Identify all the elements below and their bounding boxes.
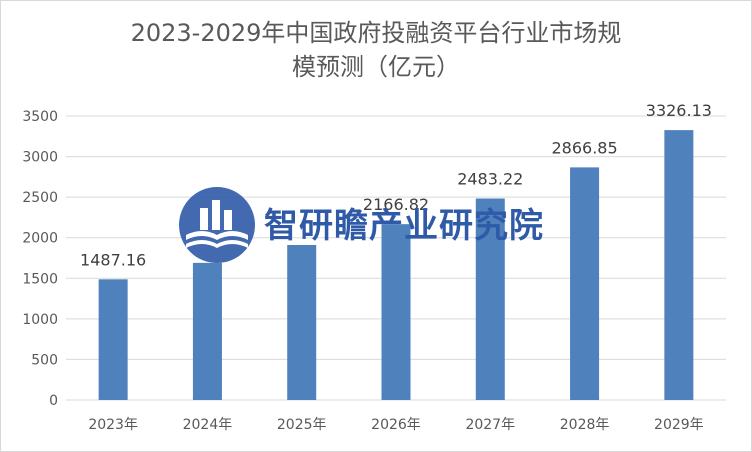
- y-tick-label: 1500: [22, 271, 58, 287]
- y-tick-label: 0: [49, 393, 58, 409]
- x-axis-ticks: 2023年 2024年 2025年 2026年 2027年 2028年 2029年: [88, 417, 703, 433]
- bar-2026年: [381, 224, 411, 400]
- y-tick-label: 1000: [22, 312, 58, 328]
- chart-title-line-1: 2023-2029年中国政府投融资平台行业市场规: [130, 19, 622, 47]
- bar-2023年: [98, 279, 128, 400]
- data-label: 2866.85: [551, 138, 617, 157]
- bar-2028年: [570, 167, 600, 400]
- y-tick-label: 3500: [22, 109, 58, 125]
- y-axis-ticks: 0 500 1000 1500 2000 2500 3000 3500: [22, 109, 58, 409]
- y-tick-label: 3000: [22, 150, 58, 166]
- x-tick-label: 2029年: [654, 417, 704, 433]
- bar-2027年: [475, 198, 505, 400]
- data-label: 1487.16: [80, 250, 146, 269]
- data-label: 2166.82: [363, 195, 429, 214]
- data-label: 3326.13: [646, 101, 712, 120]
- bar-2025年: [287, 245, 317, 400]
- bar-2029年: [664, 130, 694, 400]
- x-tick-label: 2028年: [560, 417, 610, 433]
- data-labels: 1487.16 2166.82 2483.22 2866.85 3326.13: [80, 101, 712, 269]
- bars: [98, 130, 694, 400]
- x-tick-label: 2025年: [277, 417, 327, 433]
- y-tick-label: 500: [31, 352, 58, 368]
- x-tick-label: 2024年: [183, 417, 233, 433]
- x-tick-label: 2023年: [88, 417, 138, 433]
- data-label: 2483.22: [457, 170, 523, 189]
- x-tick-label: 2027年: [465, 417, 515, 433]
- x-tick-label: 2026年: [371, 417, 421, 433]
- bar-2024年: [192, 262, 222, 400]
- chart-title-line-2: 模预测（亿元）: [292, 53, 460, 81]
- y-tick-label: 2000: [22, 231, 58, 247]
- y-tick-label: 2500: [22, 190, 58, 206]
